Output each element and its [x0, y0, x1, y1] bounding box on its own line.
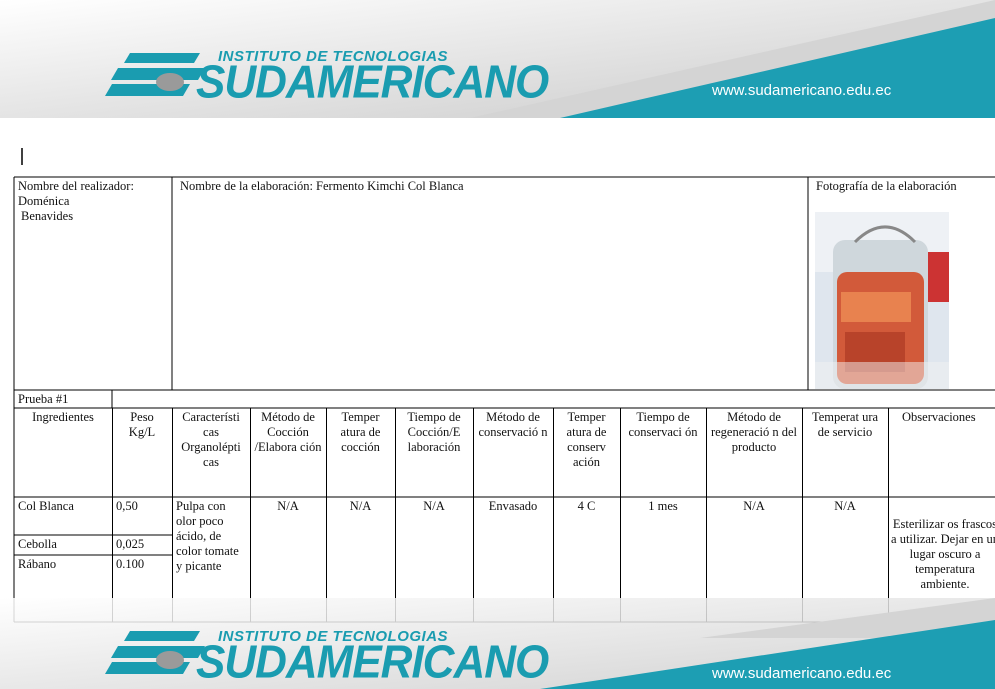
row-cell: 1 mes	[648, 499, 678, 513]
column-header: Peso Kg/L	[128, 410, 156, 439]
logo-top: INSTITUTO DE TECNOLOGIAS	[218, 48, 449, 65]
row-cell: N/A	[349, 499, 372, 513]
column-header: Tiempo de Cocción/E laboración	[407, 410, 461, 454]
footer-band	[0, 598, 995, 689]
row-cell: N/A	[423, 499, 445, 513]
column-header: Método de regeneració n del producto	[710, 410, 798, 454]
column-header: Observaciones	[902, 410, 976, 424]
column-header: Método de conservació n	[478, 410, 548, 439]
elaboration: Nombre de la elaboración: Fermento Kimch…	[180, 179, 464, 193]
ingredient-weight: 0,50	[116, 499, 138, 513]
column-header: Temper atura de cocción	[340, 410, 381, 454]
photo	[815, 212, 949, 389]
footer-logo-top: INSTITUTO DE TECNOLOGIAS	[218, 628, 449, 645]
footer-url: www.sudamericano.edu.ec	[712, 665, 892, 682]
photo-label: Fotografía de la elaboración	[816, 179, 957, 193]
author-line: Benavides	[21, 209, 74, 223]
column-header: Temper atura de conserv ación	[566, 410, 607, 469]
row-cell: 4 C	[577, 499, 596, 513]
row-cell: N/A	[277, 499, 299, 513]
ingredient-name: Rábano	[18, 557, 57, 571]
author-line: Doménica	[18, 194, 70, 208]
row-cell: Envasado	[488, 499, 538, 513]
row-cell: Pulpa con olor poco ácido, de color toma…	[176, 499, 239, 573]
column-header: Método de Cocción /Elabora ción	[254, 410, 322, 454]
footer-logo-main: SUDAMERICANO	[196, 636, 549, 689]
ingredient-weight: 0,025	[116, 537, 145, 551]
url: www.sudamericano.edu.ec	[712, 82, 892, 99]
header-logo-icon	[105, 53, 205, 96]
column-header: Ingredientes	[32, 410, 94, 424]
row-cell: N/A	[743, 499, 765, 513]
column-header: Temperat ura de servicio	[811, 410, 879, 439]
ingredient-weight: 0.100	[116, 557, 145, 571]
author-name: Doménica Benavides	[14, 192, 172, 390]
trial: Prueba #1	[18, 392, 69, 406]
column-header: Tiempo de conservaci ón	[628, 410, 698, 439]
row-cell: Esterilizar os frascos a utilizar. Dejar…	[891, 517, 995, 591]
author-label: Nombre del realizador:	[18, 179, 134, 193]
header-teal	[560, 18, 995, 118]
ingredient-name: Cebolla	[18, 537, 57, 551]
logo-main: SUDAMERICANO	[196, 56, 549, 109]
row-cell: N/A	[834, 499, 856, 513]
column-header: Característi cas Organolépti cas	[181, 410, 241, 469]
ingredient-name: Col Blanca	[18, 499, 74, 513]
